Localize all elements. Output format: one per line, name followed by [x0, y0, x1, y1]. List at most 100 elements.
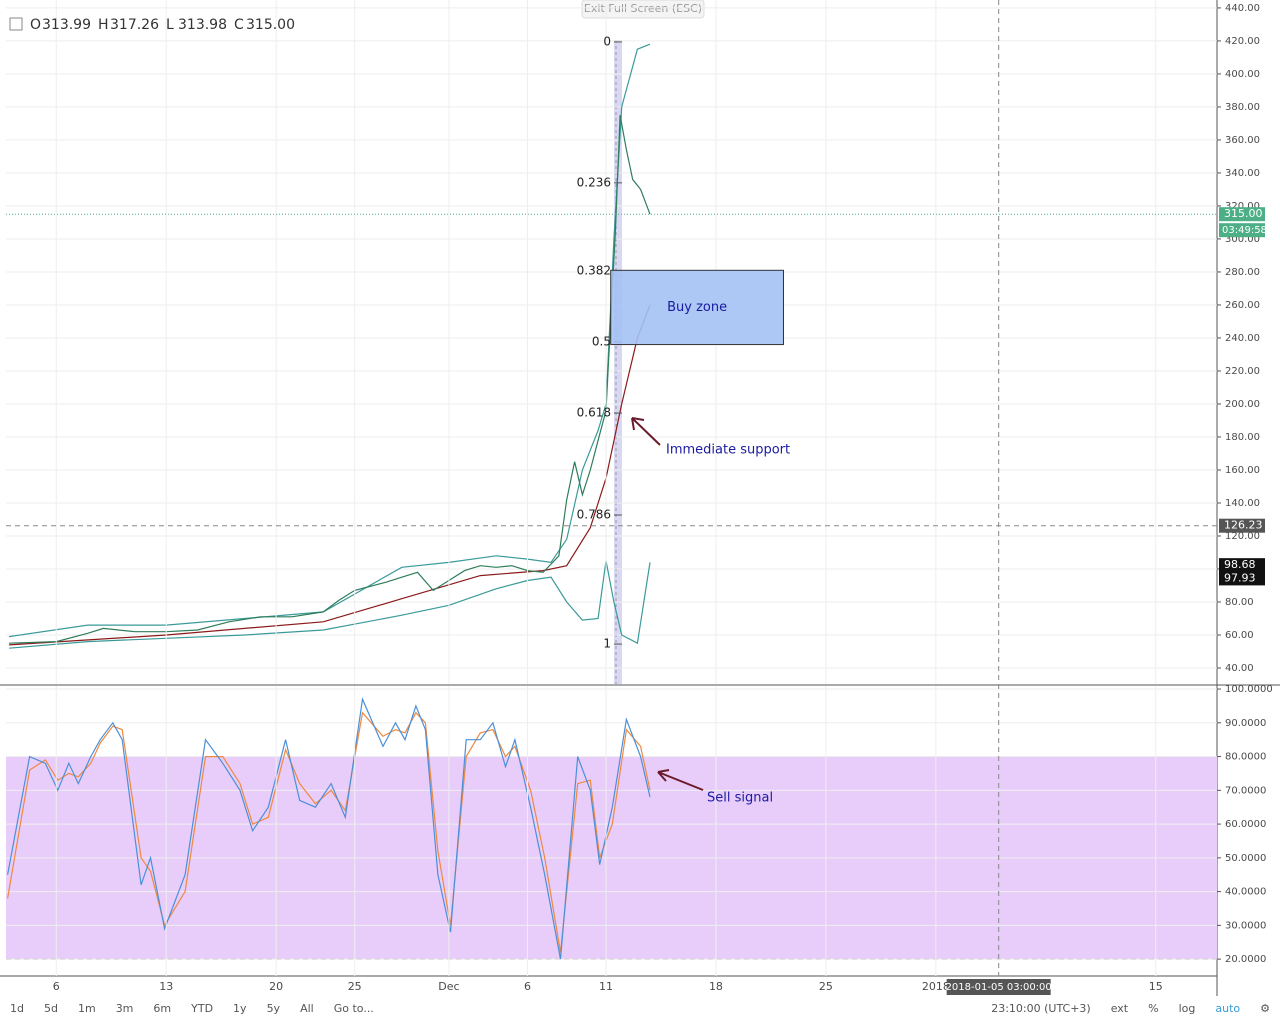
y-tick-label: 160.00 — [1225, 465, 1260, 476]
ohlc-value: 313.99 — [42, 17, 91, 33]
series-line — [7, 697, 651, 960]
crosshair-date-box — [946, 979, 1051, 995]
price-tag-label: 315.00 — [1224, 207, 1263, 220]
range-button[interactable]: 1d — [10, 1001, 24, 1015]
x-tick-label: 25 — [348, 980, 362, 993]
range-button[interactable]: 5y — [266, 1001, 281, 1015]
exit-button[interactable] — [581, 0, 705, 19]
y-tick-label: 220.00 — [1225, 366, 1260, 377]
range-button[interactable]: 1y — [233, 1001, 247, 1015]
option-button[interactable]: log — [1178, 1001, 1196, 1015]
countdown: 03:49:58 — [1222, 225, 1267, 236]
series-line — [9, 115, 651, 644]
y-tick-label: 70.0000 — [1225, 785, 1266, 796]
buy-zone-label: Buy zone — [667, 300, 727, 315]
y-tick-label: 180.00 — [1225, 432, 1260, 443]
y-tick-label: 90.0000 — [1225, 718, 1266, 729]
countdown-box — [1219, 223, 1265, 238]
y-tick-label: 50.0000 — [1225, 853, 1266, 864]
range-button[interactable]: YTD — [191, 1001, 214, 1015]
exit-button-label[interactable]: Exit Full Screen (ESC) — [584, 2, 702, 15]
y-tick-label: 60.00 — [1225, 630, 1254, 641]
fib-label: 1 — [603, 637, 611, 651]
fib-label: 0.382 — [577, 263, 611, 277]
x-tick-label: 2018 — [922, 980, 950, 993]
ohlc-key: O — [30, 17, 41, 33]
x-tick-label: 20 — [269, 980, 283, 993]
buy-zone — [610, 269, 784, 346]
series-line — [9, 560, 651, 649]
y-tick-label: 360.00 — [1225, 135, 1260, 146]
y-tick-label: 260.00 — [1225, 300, 1260, 311]
option-button[interactable]: % — [1148, 1001, 1159, 1015]
x-tick-label: 6 — [524, 980, 531, 993]
y-tick-label: 80.00 — [1225, 597, 1254, 608]
y-tick-label: 440.00 — [1225, 3, 1260, 14]
y-tick-label: 40.00 — [1225, 663, 1254, 674]
x-tick-label: 11 — [599, 980, 613, 993]
series-line — [7, 711, 651, 953]
range-button[interactable]: Go to... — [333, 1001, 374, 1015]
chart: Exit Full Screen (ESC) 40.0060.0080.0010… — [0, 0, 1280, 996]
annotation-arrow — [657, 769, 704, 791]
option-button[interactable]: auto — [1215, 1001, 1241, 1015]
y-tick-label: 40.0000 — [1225, 887, 1266, 898]
x-tick-label: 25 — [819, 980, 833, 993]
series-line — [9, 304, 651, 646]
option-button[interactable]: ext — [1110, 1001, 1129, 1015]
crosshair-price-box — [1219, 518, 1265, 533]
annotation: Sell signal — [707, 791, 773, 806]
y-tick-label: 120.00 — [1225, 531, 1260, 542]
y-tick-label: 420.00 — [1225, 36, 1260, 47]
range-button[interactable]: 6m — [153, 1001, 172, 1015]
ohlc-key: L — [166, 17, 174, 33]
collapse-icon[interactable] — [9, 17, 23, 31]
settings-icon[interactable]: ⚙ — [1260, 1001, 1270, 1015]
x-tick-label: 18 — [709, 980, 723, 993]
ohlc-key: H — [98, 17, 109, 33]
series-line — [9, 43, 651, 638]
x-tick-label: Dec — [438, 980, 459, 993]
annotation-arrow — [631, 417, 661, 446]
toolbar: 1d 5d 1m 3m 6m YTD 1y 5y All Go to... 23:10:00 (UT… — [0, 996, 1280, 1020]
y-tick-label: 140.00 — [1225, 498, 1260, 509]
crosshair-date: 2018-01-05 03:00:00 — [946, 982, 1052, 993]
x-tick-label: 6 — [53, 980, 60, 993]
fib-label: 0.618 — [577, 406, 611, 420]
range-button[interactable]: 3m — [115, 1001, 134, 1015]
fib-column — [614, 40, 622, 684]
y-tick-label: 20.0000 — [1225, 954, 1266, 965]
range-button[interactable]: 5d — [43, 1001, 58, 1015]
ohlc-value: 315.00 — [246, 17, 295, 33]
range-button[interactable]: All — [300, 1001, 314, 1015]
y-tick-label: 380.00 — [1225, 102, 1260, 113]
fib-label: 0.786 — [577, 508, 611, 522]
price-tag — [1219, 558, 1265, 573]
y-tick-label: 80.0000 — [1225, 752, 1266, 763]
fib-label: 0.236 — [577, 175, 611, 189]
crosshair-price: 126.23 — [1224, 519, 1263, 532]
y-tick-label: 240.00 — [1225, 333, 1260, 344]
fib-label: 0.5 — [592, 334, 611, 348]
clock: 23:10:00 (UTC+3) — [991, 1001, 1091, 1015]
x-tick-label: 13 — [159, 980, 173, 993]
y-tick-label: 100.0000 — [1225, 684, 1273, 695]
price-tag-label: 98.68 — [1224, 558, 1256, 571]
fib-label: 0 — [603, 34, 611, 48]
ohlc-key: C — [234, 17, 244, 33]
ohlc-value: 313.98 — [178, 17, 227, 33]
annotation: Immediate support — [666, 443, 790, 458]
range-button[interactable]: 1m — [77, 1001, 96, 1015]
price-tag-label: 97.93 — [1224, 571, 1256, 584]
y-tick-label: 280.00 — [1225, 267, 1260, 278]
y-tick-label: 340.00 — [1225, 168, 1260, 179]
y-tick-label: 200.00 — [1225, 399, 1260, 410]
y-tick-label: 30.0000 — [1225, 920, 1266, 931]
y-tick-label: 300.00 — [1225, 234, 1260, 245]
ohlc-value: 317.26 — [110, 17, 159, 33]
x-tick-label: 15 — [1149, 980, 1163, 993]
price-tag — [1219, 571, 1265, 586]
y-tick-label: 400.00 — [1225, 69, 1260, 80]
price-tag — [1219, 207, 1265, 222]
y-tick-label: 320.00 — [1225, 201, 1260, 212]
